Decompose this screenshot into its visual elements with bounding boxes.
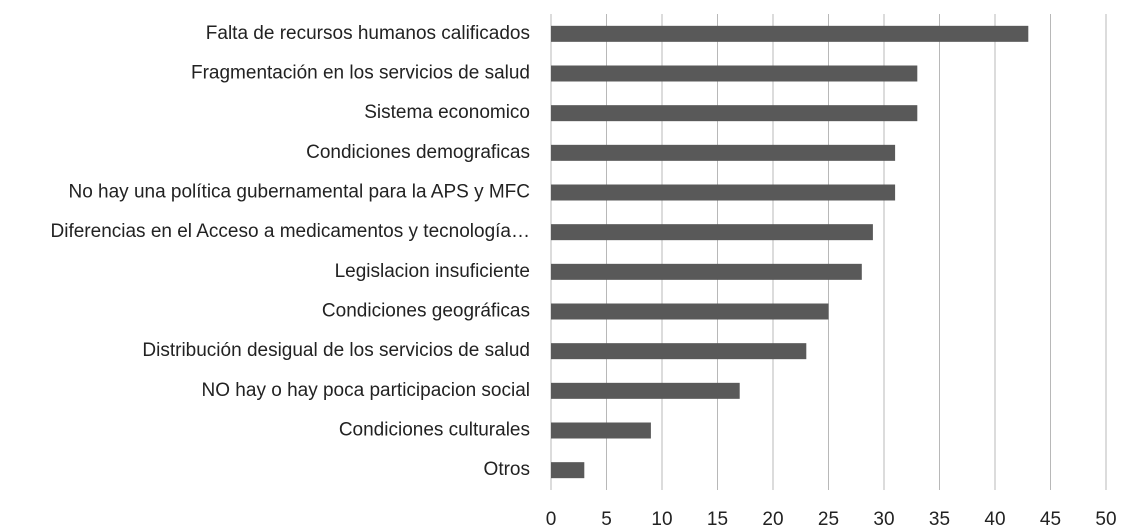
bar: [551, 184, 896, 201]
x-tick-label: 10: [651, 509, 672, 530]
bar: [551, 25, 1029, 42]
bar: [551, 343, 807, 360]
x-tick-label: 15: [707, 509, 728, 530]
bar: [551, 303, 829, 320]
x-tick-label: 25: [818, 509, 839, 530]
bar: [551, 144, 896, 161]
y-tick-label: Condiciones culturales: [339, 420, 530, 441]
y-tick-label: Condiciones geográficas: [322, 301, 530, 322]
bar: [551, 462, 585, 479]
x-tick-label: 40: [984, 509, 1005, 530]
y-tick-label: Otros: [484, 459, 530, 480]
bar: [551, 65, 918, 82]
x-tick-label: 50: [1095, 509, 1116, 530]
y-tick-label: Distribución desigual de los servicios d…: [142, 340, 530, 361]
y-tick-label: No hay una política gubernamental para l…: [68, 182, 530, 203]
bar: [551, 224, 873, 241]
y-tick-label: Sistema economico: [364, 102, 530, 123]
y-tick-label: Legislacion insuficiente: [335, 261, 530, 282]
x-tick-label: 5: [601, 509, 612, 530]
bar: [551, 105, 918, 122]
x-tick-label: 0: [546, 509, 557, 530]
x-tick-label: 45: [1040, 509, 1061, 530]
y-tick-label: Condiciones demograficas: [306, 142, 530, 163]
x-tick-label: 20: [762, 509, 783, 530]
bar: [551, 422, 651, 439]
bar: [551, 382, 740, 399]
x-tick-label: 35: [929, 509, 950, 530]
bar: [551, 263, 862, 280]
y-tick-label: NO hay o hay poca participacion social: [202, 380, 530, 401]
y-tick-label: Diferencias en el Acceso a medicamentos …: [51, 221, 530, 242]
y-tick-label: Fragmentación en los servicios de salud: [191, 63, 530, 84]
y-tick-label: Falta de recursos humanos calificados: [206, 23, 530, 44]
x-tick-label: 30: [873, 509, 894, 530]
